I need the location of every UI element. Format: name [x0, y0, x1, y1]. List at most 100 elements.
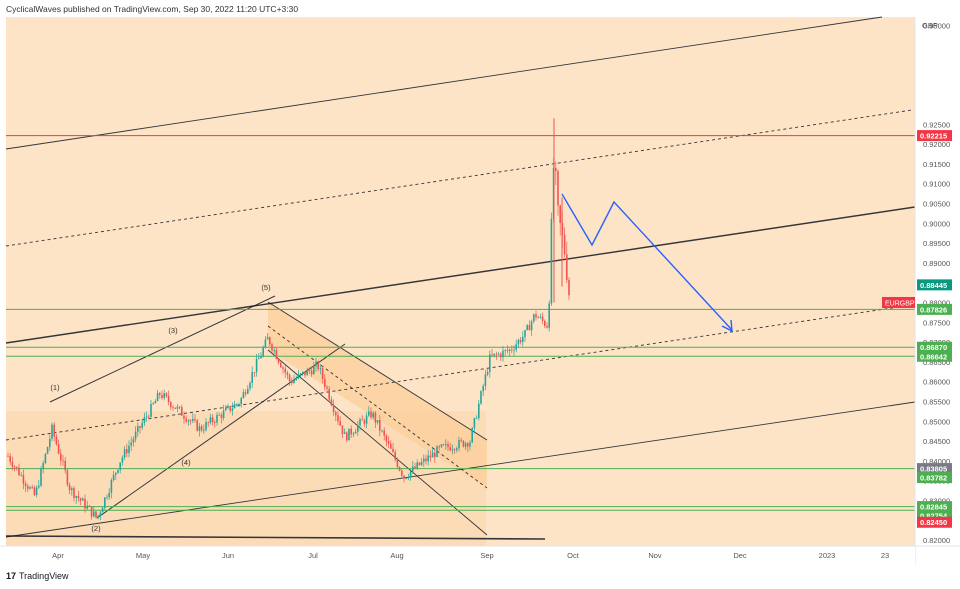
candle-body	[438, 446, 440, 448]
candle-body	[449, 447, 451, 451]
price-badge-text-9: 0.82450	[920, 518, 947, 527]
candle-body	[493, 353, 495, 356]
candle-body	[121, 457, 124, 463]
candle-body	[365, 415, 368, 424]
price-badge-8	[917, 510, 952, 522]
candle-body	[376, 419, 379, 423]
candle-body	[60, 453, 62, 461]
candle-body	[214, 422, 216, 423]
candle-body	[192, 418, 194, 421]
tradingview-logo[interactable]: 17 TradingView	[6, 571, 69, 581]
candle-body	[159, 393, 161, 395]
candle-body	[236, 404, 238, 405]
candle-body	[181, 407, 183, 416]
candle-body	[207, 422, 209, 423]
candle-body	[40, 468, 42, 486]
candle-body	[528, 325, 531, 331]
candle-body	[170, 402, 172, 408]
y-tick-label-16: 0.85000	[923, 417, 950, 426]
candle-body	[128, 445, 130, 454]
wave-label-3: (3)	[168, 326, 178, 335]
candle-body	[16, 466, 18, 468]
price-badge-5	[917, 463, 952, 475]
candle-body	[187, 420, 190, 422]
candle-body	[53, 424, 55, 437]
candle-body	[469, 442, 471, 447]
candle-body	[200, 426, 203, 431]
y-tick-label-11: 0.87500	[923, 318, 950, 327]
candle-body	[445, 444, 447, 446]
price-badge-text-0: 0.92215	[920, 132, 947, 141]
candle-body	[77, 495, 80, 499]
candle-body	[150, 403, 152, 417]
candle-body	[55, 436, 58, 445]
candle-body	[321, 368, 324, 379]
candle-body	[568, 279, 570, 296]
candle-body	[106, 497, 108, 498]
candle-body	[42, 463, 44, 469]
candle-body	[167, 395, 170, 403]
candle-body	[412, 466, 414, 472]
y-tick-label-15: 0.85500	[923, 397, 950, 406]
price-badge-7	[917, 501, 952, 513]
candle-body	[20, 475, 22, 476]
candle-body	[275, 350, 278, 359]
candle-body	[456, 448, 458, 451]
candle-body	[130, 442, 132, 446]
x-tick-label-0: Apr	[52, 551, 64, 560]
y-tick-label-8: 0.89000	[923, 259, 950, 268]
wave-label-2: (2)	[91, 524, 101, 533]
candle-body	[339, 421, 341, 426]
candle-body	[117, 469, 119, 473]
tradingview-logo-text: TradingView	[19, 571, 69, 581]
candle-body	[280, 362, 282, 368]
candle-body	[233, 404, 236, 409]
candle-body	[172, 407, 174, 409]
candle-body	[299, 373, 302, 375]
candle-body	[431, 452, 434, 458]
candle-body	[489, 354, 491, 372]
candle-body	[401, 470, 403, 476]
y-tick-label-10: 0.88000	[923, 298, 950, 307]
projection-path	[561, 193, 733, 331]
candle-body	[163, 393, 165, 398]
candle-body	[420, 461, 423, 466]
descending-channel-upper	[267, 301, 488, 441]
candle-body	[156, 393, 159, 402]
candle-body	[205, 422, 207, 430]
y-tick-label-0: 0.95000	[923, 21, 950, 30]
candle-body	[559, 205, 561, 224]
candle-body	[238, 404, 240, 405]
candle-body	[295, 378, 297, 380]
candle-body	[240, 398, 242, 405]
candle-body	[563, 234, 566, 255]
candle-body	[442, 444, 445, 446]
candle-body	[357, 425, 359, 432]
y-tick-label-3: 0.91500	[923, 160, 950, 169]
candle-body	[326, 387, 328, 389]
candle-body	[429, 455, 432, 458]
symbol-tag	[882, 296, 915, 308]
candle-body	[409, 471, 412, 478]
price-badge-3	[917, 341, 952, 353]
wave-channel-upper	[49, 295, 276, 403]
candle-body	[183, 415, 185, 419]
candle-body	[161, 394, 163, 398]
candle-body	[392, 448, 394, 453]
candle-body	[546, 325, 548, 328]
candle-body	[115, 472, 117, 475]
candle-body	[229, 405, 231, 411]
candle-body	[68, 484, 71, 491]
candle-body	[535, 314, 537, 318]
candle-body	[119, 462, 121, 470]
candle-body	[33, 487, 36, 496]
candle-body	[385, 435, 388, 442]
candle-body	[462, 440, 465, 447]
price-badge-1	[917, 279, 952, 291]
candle-body	[35, 487, 38, 496]
candle-body	[71, 488, 73, 491]
candle-body	[352, 433, 355, 435]
price-badge-text-2: 0.87826	[920, 305, 947, 314]
candle-body	[486, 371, 489, 375]
